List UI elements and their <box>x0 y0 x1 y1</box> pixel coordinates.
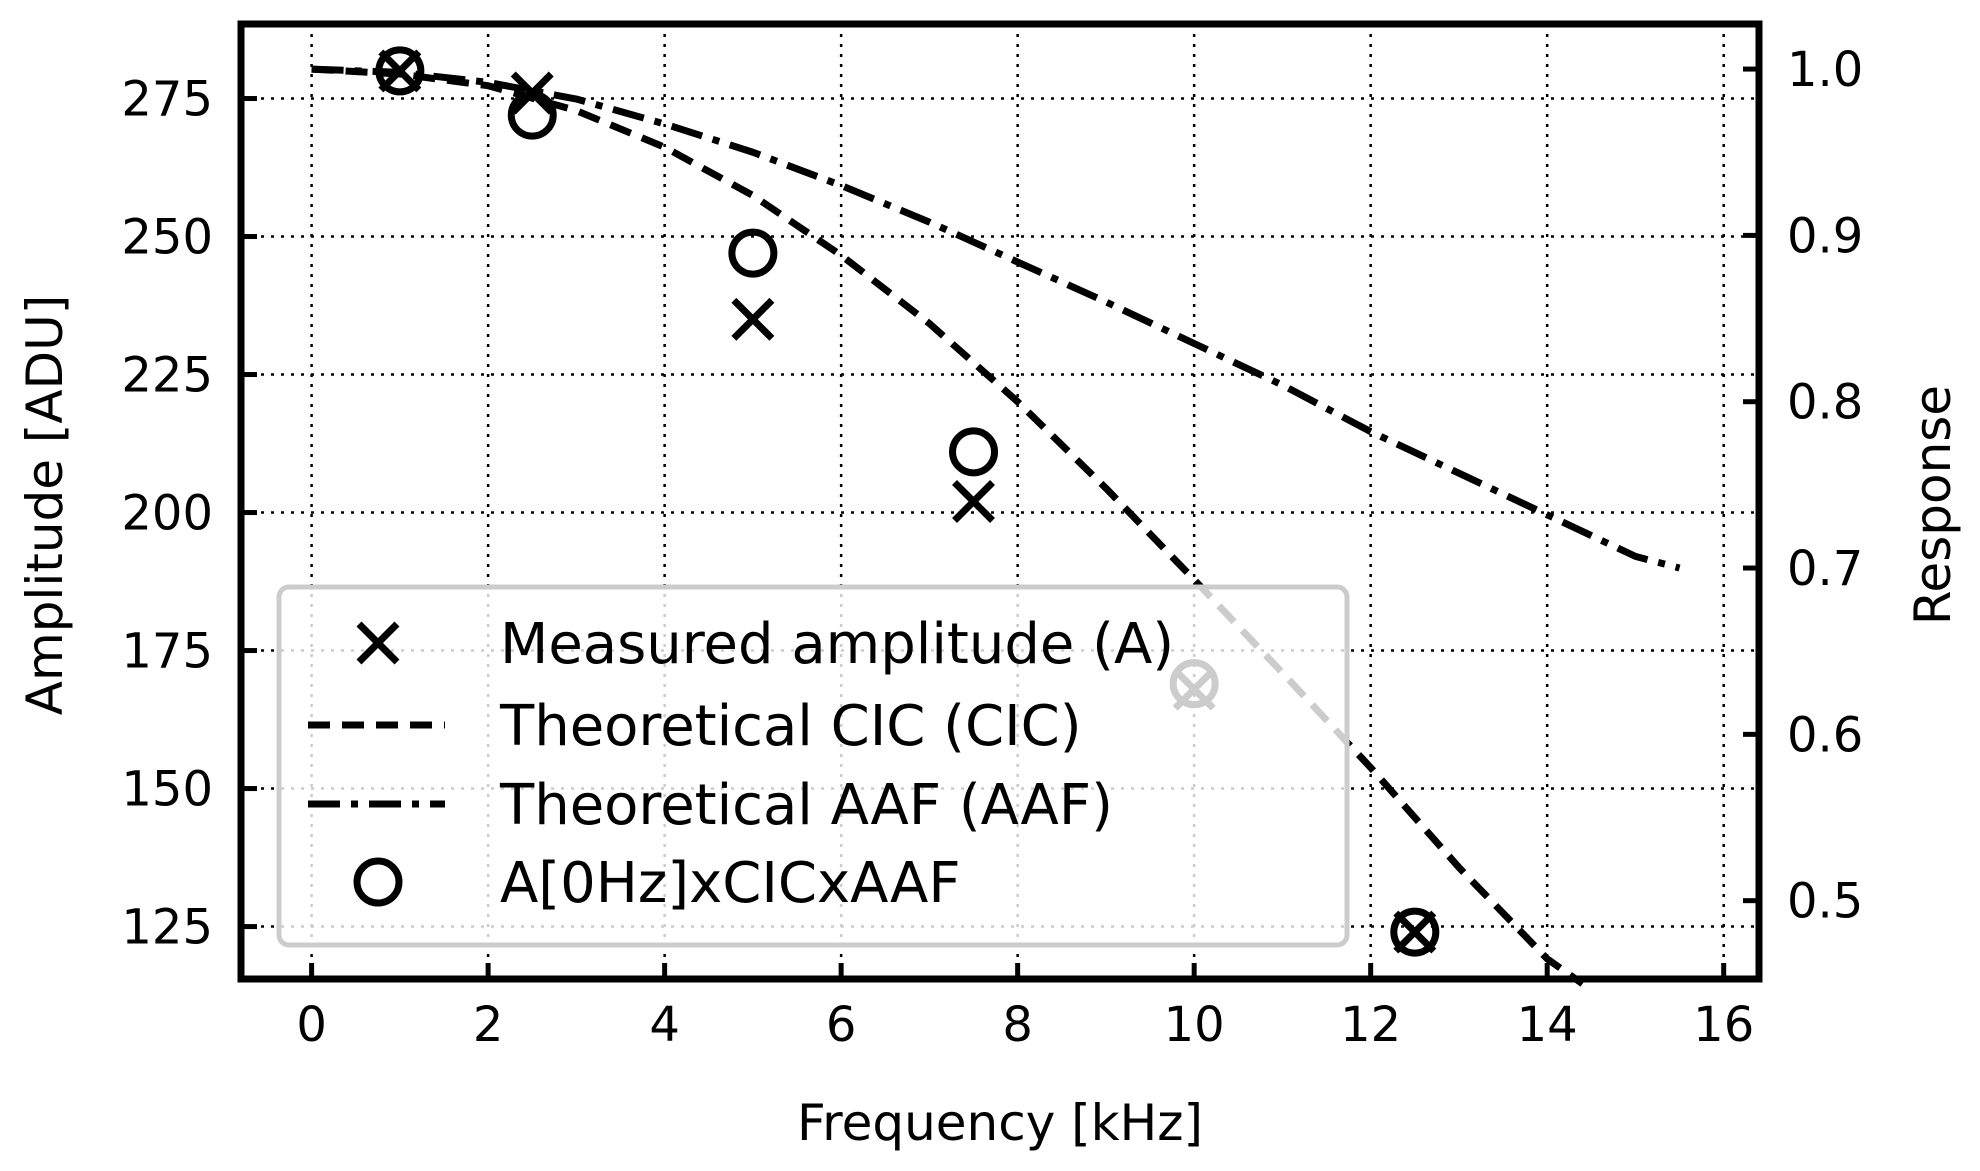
x-tick-label: 0 <box>296 997 327 1053</box>
x-tick-label: 6 <box>826 997 857 1053</box>
legend-label: Theoretical AAF (AAF) <box>499 773 1113 838</box>
legend-marker-x <box>356 621 400 665</box>
x-marker-stroke <box>356 621 400 665</box>
y-tick-label: 150 <box>121 762 213 818</box>
y-tick-label: 275 <box>121 72 213 128</box>
product-point <box>507 90 557 140</box>
axes: 0 2 4 6 8 10 12 14 16 125 150 175 200 225 250 275 0.5 0.6… <box>121 20 1863 1053</box>
legend-label: A[0Hz]xCICxAAF <box>500 851 961 916</box>
x-tick-label: 2 <box>473 997 504 1053</box>
y-tick-label: 125 <box>121 900 213 956</box>
x-tick-label: 8 <box>1002 997 1033 1053</box>
x-tick-label: 10 <box>1164 997 1225 1053</box>
x-tick-label: 4 <box>649 997 680 1053</box>
y2-axis-label: Response <box>1904 385 1962 625</box>
y-tick-label: 200 <box>121 486 213 542</box>
y2-tick-label: 1.0 <box>1787 42 1863 98</box>
measured-point <box>952 480 995 523</box>
legend-label: Measured amplitude (A) <box>500 612 1174 677</box>
x-tick-label: 16 <box>1693 997 1754 1053</box>
y-tick-label: 225 <box>121 348 213 404</box>
y2-tick-label: 0.8 <box>1787 375 1863 431</box>
y-tick-label: 175 <box>121 624 213 680</box>
legend-label: Theoretical CIC (CIC) <box>499 694 1082 759</box>
x-tick-label: 12 <box>1340 997 1401 1053</box>
legend-marker-o <box>353 857 403 907</box>
y2-tick-label: 0.7 <box>1787 541 1863 597</box>
cic-line <box>311 65 1585 987</box>
legend-box <box>276 584 1350 948</box>
legend: Measured amplitude (A) Theoretical CIC (C… <box>276 584 1350 948</box>
product-point <box>375 46 425 96</box>
y-tick-label: 250 <box>121 210 213 266</box>
product-point <box>1390 907 1440 957</box>
aaf-line <box>311 65 1681 572</box>
x-marker-stroke <box>731 297 775 341</box>
product-point <box>949 427 999 477</box>
y2-tick-label: 0.5 <box>1787 874 1863 930</box>
product-point <box>728 228 778 278</box>
x-marker-stroke <box>952 480 995 523</box>
measured-point <box>731 297 775 341</box>
plot-frame <box>237 20 1763 983</box>
y-axis-label: Amplitude [ADU] <box>16 295 74 715</box>
x-tick-label: 14 <box>1517 997 1578 1053</box>
y2-tick-label: 0.6 <box>1787 707 1863 763</box>
x-axis-label: Frequency [kHz] <box>797 1094 1203 1152</box>
y2-tick-label: 0.9 <box>1787 208 1863 264</box>
